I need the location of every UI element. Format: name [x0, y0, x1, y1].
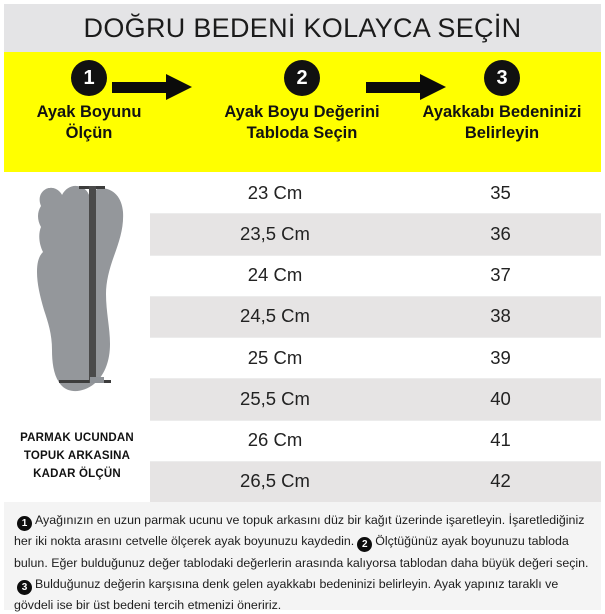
step-1: 1 Ayak Boyunu Ölçün — [10, 60, 168, 144]
footer-instruction-1: Ayağınızın en uzun parmak ucunu ve topuk… — [14, 513, 585, 549]
table-row: 26 Cm 41 — [150, 419, 601, 461]
table-row-separator — [150, 337, 601, 338]
size-conversion-table: 23 Cm 35 23,5 Cm 36 24 Cm 37 24,5 Cm 38 25 Cm 39 2… — [150, 172, 601, 502]
steps-band: 1 Ayak Boyunu Ölçün 2 Ayak Boyu Değerini… — [4, 52, 601, 172]
cell-shoe-size: 37 — [490, 264, 511, 286]
table-row-separator — [150, 254, 601, 256]
step-1-label: Ayak Boyunu Ölçün — [36, 103, 142, 143]
cell-shoe-size: 36 — [490, 222, 511, 244]
arrow-shaft — [366, 82, 424, 93]
step-1-badge: 1 — [71, 60, 107, 96]
footer-instructions: 1 Ayağınızın en uzun parmak ucunu ve topu… — [4, 502, 601, 612]
foot-sole-icon — [37, 185, 124, 392]
arrow-head — [166, 74, 192, 100]
cell-foot-length: 26,5 Cm — [240, 470, 310, 492]
cell-foot-length: 26 Cm — [247, 429, 303, 451]
footer-badge-2: 2 — [357, 537, 373, 553]
step-2: 2 Ayak Boyu Değerini Tabloda Seçin — [202, 60, 402, 144]
foot-illustration-panel: PARMAK UCUNDAN TOPUK ARKASINA KADAR ÖLÇÜ… — [4, 172, 150, 502]
table-row: 23 Cm 35 — [150, 172, 601, 214]
cell-shoe-size: 39 — [490, 346, 511, 368]
cell-foot-length: 23,5 Cm — [240, 222, 310, 244]
table-row: 25,5 Cm 40 — [150, 378, 601, 420]
cell-foot-length: 24,5 Cm — [240, 305, 310, 327]
cell-shoe-size: 35 — [490, 181, 511, 203]
table-row-separator — [150, 295, 601, 297]
foot-caption-line-1: PARMAK UCUNDAN — [20, 432, 134, 444]
arrow-right-icon — [366, 74, 448, 100]
cell-foot-length: 23 Cm — [247, 181, 303, 203]
step-2-badge: 2 — [284, 60, 320, 96]
step-3-label: Ayakkabı Bedeninizi Belirleyin — [422, 103, 582, 143]
footer-instruction-2: Ölçtüğünüz ayak boyunuzu tabloda bulun. … — [14, 534, 589, 570]
page-title-bar: DOĞRU BEDENİ KOLAYCA SEÇİN — [4, 4, 601, 52]
page-title: DOĞRU BEDENİ KOLAYCA SEÇİN — [83, 12, 522, 43]
footer-text: 1 Ayağınızın en uzun parmak ucunu ve topu… — [14, 510, 591, 614]
foot-caption-line-3: KADAR ÖLÇÜN — [33, 467, 121, 480]
table-row-separator — [150, 378, 601, 380]
table-row-separator — [150, 419, 601, 421]
cell-shoe-size: 38 — [490, 305, 511, 327]
cell-shoe-size: 41 — [490, 429, 511, 451]
arrow-head — [420, 74, 446, 100]
footer-badge-3: 3 — [17, 579, 32, 595]
cell-foot-length: 25,5 Cm — [240, 387, 310, 409]
arrow-shaft — [112, 82, 170, 93]
cell-foot-length: 25 Cm — [247, 346, 303, 368]
cell-shoe-size: 42 — [490, 470, 511, 492]
table-row-separator — [150, 213, 601, 215]
foot-caption-line-2: TOPUK ARKASINA — [23, 449, 131, 462]
table-row-separator — [150, 460, 601, 462]
step-3: 3 Ayakkabı Bedeninizi Belirleyin — [402, 60, 602, 144]
step-2-label: Ayak Boyu Değerini Tabloda Seçin — [224, 103, 380, 143]
table-row: 25 Cm 39 — [150, 337, 601, 379]
cell-shoe-size: 40 — [490, 387, 511, 409]
table-row: 24 Cm 37 — [150, 254, 601, 296]
foot-measure-caption: PARMAK UCUNDAN TOPUK ARKASINA KADAR ÖLÇÜ… — [6, 430, 148, 483]
step-3-badge: 3 — [484, 60, 520, 96]
table-row: 23,5 Cm 36 — [150, 213, 601, 255]
table-row: 24,5 Cm 38 — [150, 295, 601, 337]
footer-instruction-3: Bulduğunuz değerin karşısına denk gelen … — [14, 576, 559, 613]
table-row: 26,5 Cm 42 — [150, 460, 601, 502]
cell-foot-length: 24 Cm — [247, 264, 303, 286]
footer-badge-1: 1 — [17, 516, 32, 531]
arrow-right-icon — [112, 74, 194, 100]
